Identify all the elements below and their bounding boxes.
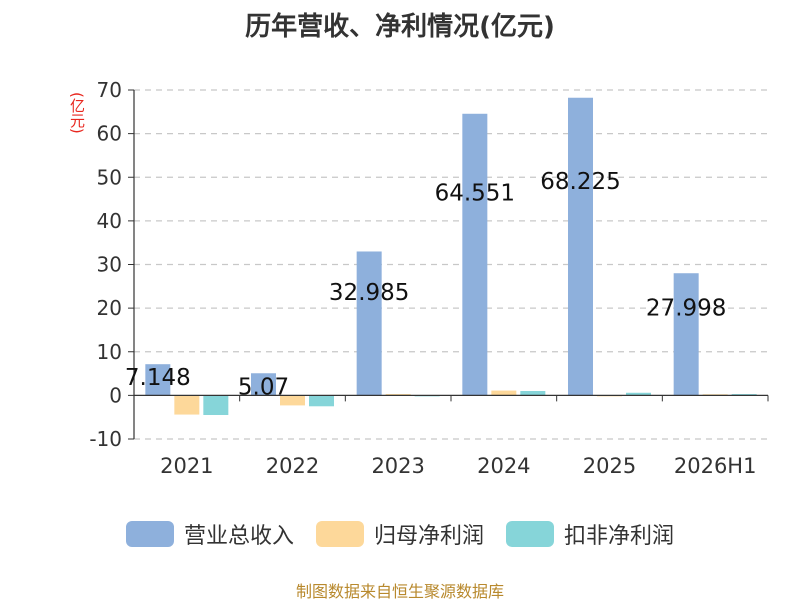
bar-deducted-profit <box>520 391 546 396</box>
y-tick-label: 30 <box>97 253 122 277</box>
data-label-revenue: 32.985 <box>329 280 409 306</box>
legend-item-net-profit[interactable]: 归母净利润 <box>315 518 484 550</box>
bar-revenue <box>568 97 593 396</box>
y-tick-label: 70 <box>97 78 122 102</box>
legend: 营业总收入 归母净利润 扣非净利润 <box>0 518 800 550</box>
bar-deducted-profit <box>309 395 334 407</box>
y-tick-label: 0 <box>109 383 122 407</box>
data-label-revenue: 27.998 <box>646 295 726 321</box>
bar-deducted-profit <box>203 395 229 416</box>
bar-revenue <box>145 364 171 396</box>
legend-label-deducted-profit: 扣非净利润 <box>564 524 675 549</box>
bar-net-profit <box>174 395 200 415</box>
data-label-revenue: 68.225 <box>540 169 620 195</box>
y-tick-label: 10 <box>97 340 122 364</box>
bar-net-profit <box>385 394 411 396</box>
chart-title: 历年营收、净利情况(亿元) <box>245 12 555 42</box>
x-tick-label: 2023 <box>371 454 424 478</box>
x-tick-label: 2024 <box>477 454 530 478</box>
data-label-revenue: 7.148 <box>125 365 191 391</box>
bar-deducted-profit <box>626 392 651 396</box>
bar-net-profit <box>491 390 517 396</box>
data-source-note: 制图数据来自恒生聚源数据库 <box>295 582 504 601</box>
bar-deducted-profit <box>731 394 757 396</box>
bar-revenue <box>673 273 699 396</box>
x-tick-label: 2025 <box>583 454 636 478</box>
legend-item-revenue[interactable]: 营业总收入 <box>125 518 294 550</box>
bar-revenue <box>462 113 488 396</box>
y-tick-label: 50 <box>97 165 122 189</box>
bar-revenue <box>251 373 276 396</box>
legend-swatch-net-profit <box>315 521 364 547</box>
bar-revenue <box>356 251 382 396</box>
legend-swatch-revenue <box>125 521 174 547</box>
y-tick-label: -10 <box>89 427 122 451</box>
legend-label-net-profit: 归母净利润 <box>373 524 484 549</box>
x-tick-label: 2026H1 <box>674 454 757 478</box>
data-label-revenue: 5.07 <box>238 374 289 400</box>
x-tick-label: 2021 <box>160 454 213 478</box>
legend-swatch-deducted-profit <box>506 521 554 547</box>
bar-net-profit <box>280 395 305 406</box>
x-tick-label: 2022 <box>266 454 319 478</box>
legend-label-revenue: 营业总收入 <box>183 524 294 549</box>
y-tick-label: 20 <box>97 296 122 320</box>
legend-item-deducted-profit[interactable]: 扣非净利润 <box>506 518 674 550</box>
data-label-revenue: 64.551 <box>435 181 515 207</box>
y-tick-label: 40 <box>97 209 122 233</box>
y-tick-label: 60 <box>97 122 122 146</box>
y-axis-unit-label: (亿元) <box>68 92 86 134</box>
